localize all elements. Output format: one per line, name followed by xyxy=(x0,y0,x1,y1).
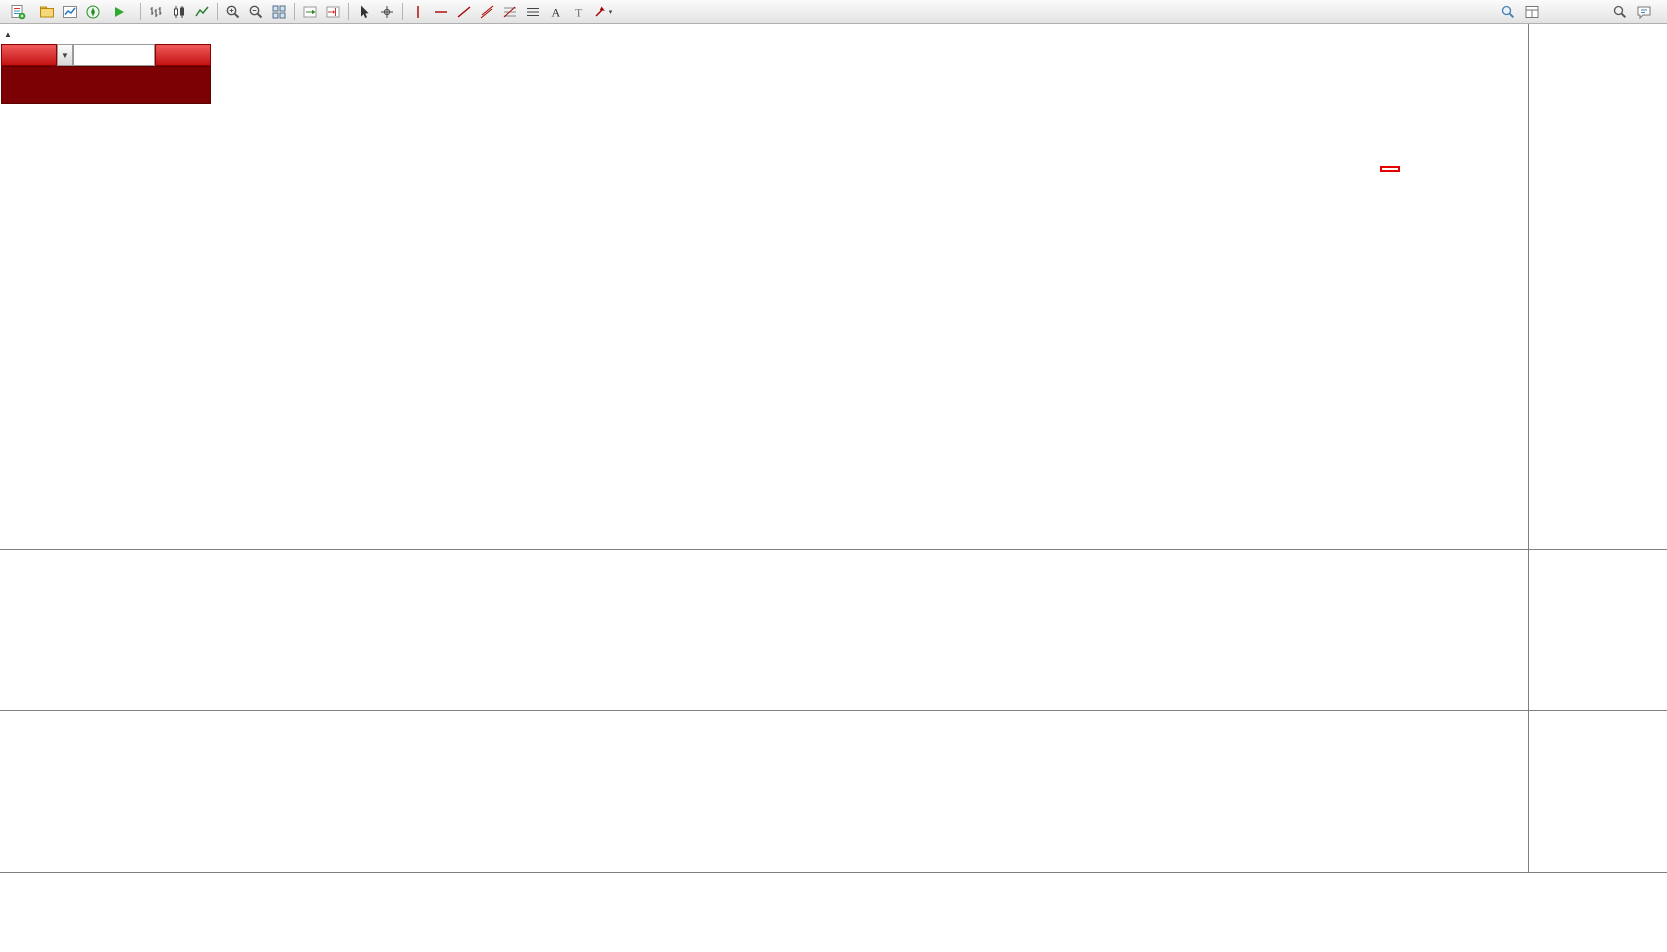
chart-shift-icon[interactable] xyxy=(322,2,344,22)
macd-label xyxy=(5,553,15,564)
volume-dropdown-button[interactable]: ▼ xyxy=(57,44,73,66)
candlestick-chart-icon[interactable] xyxy=(168,2,190,22)
price-axis xyxy=(1528,24,1667,549)
channel-icon[interactable] xyxy=(476,2,498,22)
arrows-tool-icon[interactable]: ▾ xyxy=(591,2,613,22)
trendline-icon[interactable] xyxy=(453,2,475,22)
rsi-chart[interactable] xyxy=(0,712,1528,873)
sell-button[interactable] xyxy=(1,44,57,66)
cursor-icon[interactable] xyxy=(353,2,375,22)
time-axis[interactable] xyxy=(0,872,1667,898)
one-click-trading-panel: ▼ xyxy=(1,44,211,104)
autotrading-button[interactable] xyxy=(105,2,136,22)
zoom-in-icon[interactable] xyxy=(222,2,244,22)
horizontal-line-icon[interactable] xyxy=(430,2,452,22)
toolbar-separator xyxy=(217,3,218,20)
toolbar-separator xyxy=(402,3,403,20)
levels-icon[interactable] xyxy=(522,2,544,22)
auto-scroll-icon[interactable] xyxy=(299,2,321,22)
bottom-filler xyxy=(0,898,1667,952)
crosshair-icon[interactable] xyxy=(376,2,398,22)
chevron-down-icon: ▾ xyxy=(608,8,613,16)
text-label-icon[interactable]: T xyxy=(568,2,590,22)
new-order-icon xyxy=(11,4,26,19)
buy-button[interactable] xyxy=(155,44,211,66)
main-toolbar: A T ▾ xyxy=(0,0,1667,24)
autotrading-play-icon xyxy=(115,6,124,17)
market-watch-icon[interactable] xyxy=(59,2,81,22)
chat-edit-icon[interactable] xyxy=(1633,2,1655,22)
magnifier-icon[interactable] xyxy=(1609,2,1631,22)
price-chart[interactable] xyxy=(0,24,1528,549)
toolbar-separator xyxy=(348,3,349,20)
navigator-icon[interactable] xyxy=(82,2,104,22)
zoom-out-icon[interactable] xyxy=(245,2,267,22)
chart-title: ▲ xyxy=(4,30,18,39)
toolbar-separator xyxy=(294,3,295,20)
macd-axis xyxy=(1528,550,1667,710)
line-chart-icon[interactable] xyxy=(191,2,213,22)
chart-profile-icon[interactable] xyxy=(36,2,58,22)
tile-windows-icon[interactable] xyxy=(268,2,290,22)
ask-price xyxy=(106,72,210,99)
volume-input[interactable] xyxy=(73,44,155,66)
quick-search-icon[interactable] xyxy=(1497,2,1519,22)
toolbar-separator xyxy=(140,3,141,20)
bid-price xyxy=(2,72,106,99)
bars-chart-icon[interactable] xyxy=(145,2,167,22)
rsi-label xyxy=(5,714,10,725)
text-icon[interactable]: A xyxy=(545,2,567,22)
one-click-prices xyxy=(1,66,211,104)
toolbar-right-group xyxy=(1497,2,1663,22)
oneclick-collapse-icon[interactable]: ▲ xyxy=(4,30,12,39)
new-order-button[interactable] xyxy=(4,2,35,22)
macd-chart[interactable] xyxy=(0,551,1528,711)
price-callout-box[interactable] xyxy=(1380,166,1400,172)
fibonacci-icon[interactable] xyxy=(499,2,521,22)
svg-text:A: A xyxy=(552,5,561,19)
data-window-icon[interactable] xyxy=(1521,2,1543,22)
rsi-panel xyxy=(0,710,1667,872)
rsi-axis xyxy=(1528,711,1667,872)
vertical-line-icon[interactable] xyxy=(407,2,429,22)
svg-text:T: T xyxy=(575,5,583,19)
one-click-controls: ▼ xyxy=(1,44,211,66)
main-chart-panel: ▲ ▼ xyxy=(0,24,1667,549)
macd-panel xyxy=(0,549,1667,710)
